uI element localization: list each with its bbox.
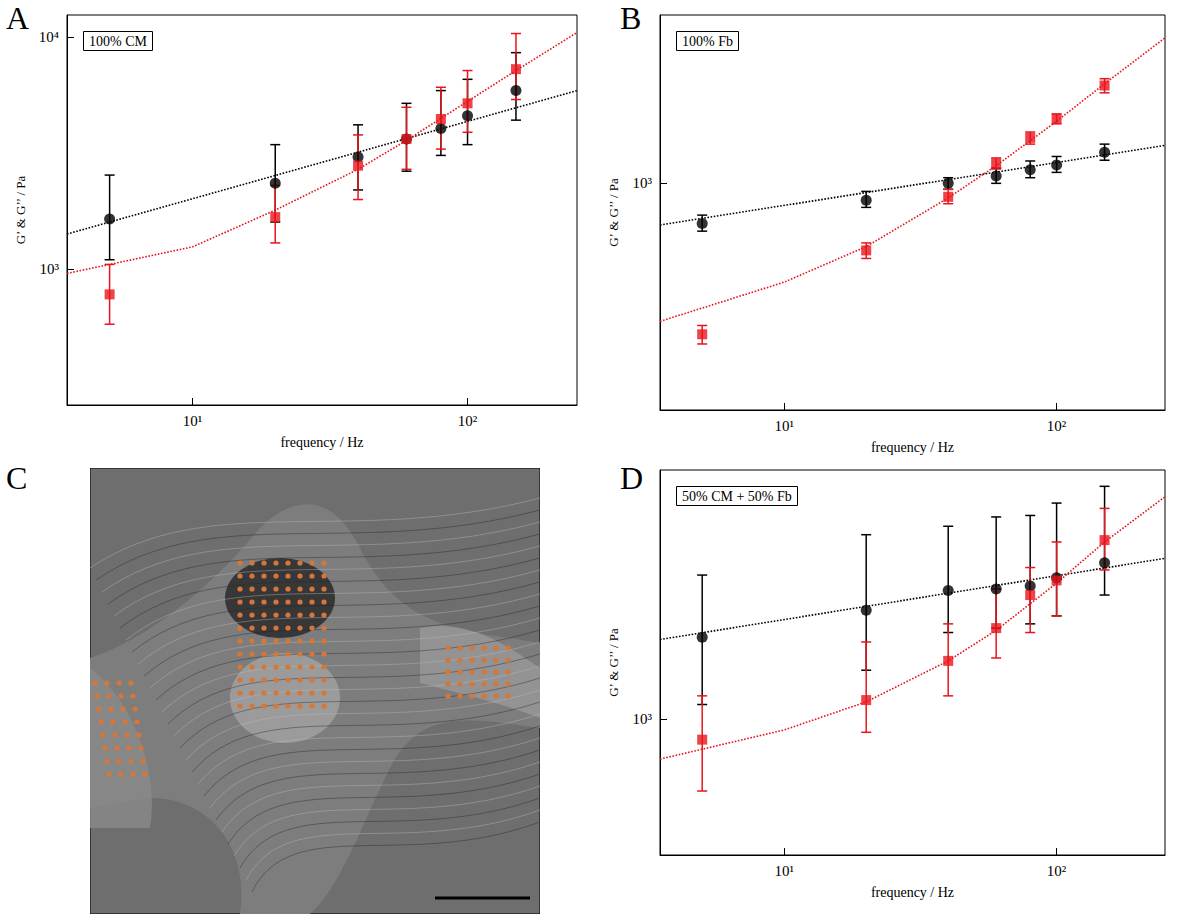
svg-text:D: D [620, 460, 643, 496]
svg-text:10³: 10³ [40, 261, 60, 277]
svg-text:10²: 10² [1047, 863, 1067, 879]
svg-text:10¹: 10¹ [774, 863, 794, 879]
svg-text:100% Fb: 100% Fb [682, 34, 733, 49]
svg-text:G’ & G’’ / Pa: G’ & G’’ / Pa [606, 178, 621, 247]
svg-text:10²: 10² [458, 413, 478, 429]
svg-text:G’ & G’’ / Pa: G’ & G’’ / Pa [13, 175, 28, 244]
svg-text:A: A [6, 0, 29, 36]
svg-text:10³: 10³ [633, 175, 653, 191]
svg-text:10³: 10³ [633, 711, 653, 727]
svg-text:10¹: 10¹ [183, 413, 203, 429]
svg-text:10¹: 10¹ [774, 418, 794, 434]
svg-text:frequency / Hz: frequency / Hz [280, 435, 363, 450]
svg-text:frequency / Hz: frequency / Hz [871, 885, 954, 900]
svg-text:10⁴: 10⁴ [39, 29, 59, 45]
svg-text:frequency / Hz: frequency / Hz [871, 440, 954, 455]
svg-text:B: B [620, 0, 641, 36]
svg-text:100% CM: 100% CM [89, 34, 148, 49]
html-text:C: C [6, 460, 28, 496]
svg-text:50% CM + 50% Fb: 50% CM + 50% Fb [682, 489, 792, 504]
svg-text:10²: 10² [1047, 418, 1067, 434]
svg-text:G’ & G’’ / Pa: G’ & G’’ / Pa [606, 628, 621, 697]
